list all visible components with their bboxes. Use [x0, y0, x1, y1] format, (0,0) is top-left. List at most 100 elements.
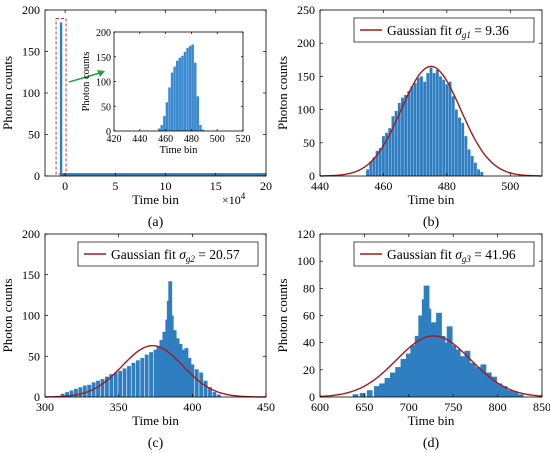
- histogram-bar: [184, 348, 189, 397]
- histogram-bar: [131, 362, 136, 397]
- y-tick-label: 120: [297, 227, 315, 241]
- y-tick-label: 100: [22, 86, 40, 100]
- histogram-bar: [388, 128, 392, 176]
- legend-box: [353, 241, 535, 267]
- legend-label: Gaussian fit: [111, 247, 179, 262]
- histogram-bar: [144, 354, 149, 397]
- legend-value: = 9.36: [471, 23, 509, 38]
- histogram-bar: [199, 372, 204, 397]
- histogram-bar: [60, 393, 65, 397]
- panel-label: (a): [148, 215, 164, 230]
- histogram-bar: [426, 73, 430, 176]
- histogram-bar: [159, 339, 164, 397]
- legend-sigma: σ: [455, 247, 463, 262]
- y-tick-label: 0: [34, 169, 40, 183]
- histogram-bar: [407, 91, 411, 176]
- y-tick-label: 100: [22, 309, 40, 323]
- histogram-bar: [199, 125, 202, 131]
- x-tick-label: 650: [355, 400, 373, 414]
- histogram-bar: [423, 81, 427, 176]
- x-axis-label: Time bin: [408, 192, 455, 207]
- legend-subscript: g2: [186, 254, 196, 264]
- y-tick-label: 0: [106, 127, 111, 138]
- y-tick-label: 0: [309, 169, 315, 183]
- histogram-bar: [366, 169, 369, 176]
- histogram-bar: [100, 379, 105, 397]
- y-tick-label: 200: [22, 3, 40, 17]
- histogram-bar: [175, 338, 180, 397]
- y-tick-label: 60: [303, 309, 315, 323]
- histogram-bar: [140, 357, 145, 397]
- histogram-bar: [517, 394, 524, 397]
- x-tick-label: 10: [160, 179, 172, 193]
- histogram-bar: [352, 394, 359, 397]
- histogram-bar: [168, 87, 171, 131]
- legend-value: = 41.96: [471, 247, 516, 262]
- y-tick-label: 50: [303, 136, 315, 150]
- histogram-bar: [162, 331, 167, 397]
- multiplier-exponent: 4: [241, 191, 246, 201]
- histogram-bar: [445, 84, 449, 176]
- y-axis-label: Photon counts: [275, 278, 290, 352]
- x-axis-label: Time bin: [408, 413, 455, 428]
- histogram-bar: [439, 76, 442, 176]
- x-tick-label: 480: [184, 134, 199, 145]
- histogram-bar: [96, 380, 100, 397]
- histogram-bar: [439, 335, 446, 397]
- histogram-bar: [378, 148, 382, 176]
- histogram-bar: [391, 116, 395, 176]
- histogram-bar: [156, 346, 161, 397]
- panel-c: 300 350 400 450 0 50 100 150 200 Time bin Photon c…: [0, 227, 275, 451]
- zoom-highlight-box: [55, 17, 67, 175]
- histogram-bar: [420, 76, 423, 176]
- histogram-bar: [454, 109, 458, 176]
- histogram-bar: [157, 128, 161, 131]
- legend-label: Gaussian fit: [387, 247, 455, 262]
- histogram-bar: [135, 360, 140, 397]
- x-tick-label: 520: [236, 134, 251, 145]
- panel-b: 440 460 480 500 0 50 100 150 200 250 Time bin Photo…: [275, 3, 543, 230]
- histogram-bar: [194, 369, 199, 397]
- x-tick-label: 0: [62, 179, 68, 193]
- x-tick-label: 450: [257, 400, 275, 414]
- histogram-bar: [216, 394, 221, 397]
- y-tick-label: 250: [297, 3, 315, 17]
- histogram-bar: [373, 386, 380, 397]
- histogram-bar: [203, 380, 208, 397]
- histogram-bar: [366, 390, 373, 397]
- x-tick-label: 460: [374, 179, 392, 193]
- legend-label: Gaussian fit: [387, 23, 455, 38]
- histogram-bar: [194, 62, 197, 131]
- histogram-bar: [443, 342, 449, 397]
- histogram-bar: [395, 367, 402, 397]
- histogram-bar: [480, 172, 484, 176]
- y-tick-label: 150: [22, 45, 40, 59]
- y-tick-label: 150: [22, 268, 40, 282]
- x-tick-label: 20: [260, 179, 272, 193]
- histogram-bar: [369, 161, 373, 176]
- histogram-bar: [473, 162, 477, 176]
- panel-label: (b): [423, 215, 440, 230]
- y-tick-label: 50: [101, 102, 111, 113]
- x-tick-label: 440: [132, 134, 147, 145]
- histogram-bar: [389, 372, 396, 397]
- histogram-bar: [496, 383, 503, 397]
- legend-text: Gaussian fit σg2 = 20.57: [111, 247, 240, 264]
- panel-label: (c): [148, 436, 164, 451]
- y-tick-label: 50: [28, 128, 40, 142]
- histogram-bar: [163, 116, 166, 131]
- histogram-bar: [170, 72, 174, 131]
- y-tick-label: 200: [297, 36, 315, 50]
- y-tick-label: 150: [96, 53, 111, 64]
- histogram-bar: [451, 96, 455, 176]
- x-tick-label: 600: [311, 400, 329, 414]
- histogram-bar: [442, 79, 446, 176]
- histogram-bar: [400, 358, 407, 397]
- histogram-bar: [379, 383, 386, 397]
- histogram-bar: [418, 315, 425, 397]
- y-tick-label: 100: [297, 254, 315, 268]
- histogram-bar: [448, 81, 452, 176]
- y-axis-label: Photon counts: [81, 52, 92, 112]
- x-axis-label: Time bin: [132, 192, 179, 207]
- zoom-arrow-head: [97, 70, 105, 77]
